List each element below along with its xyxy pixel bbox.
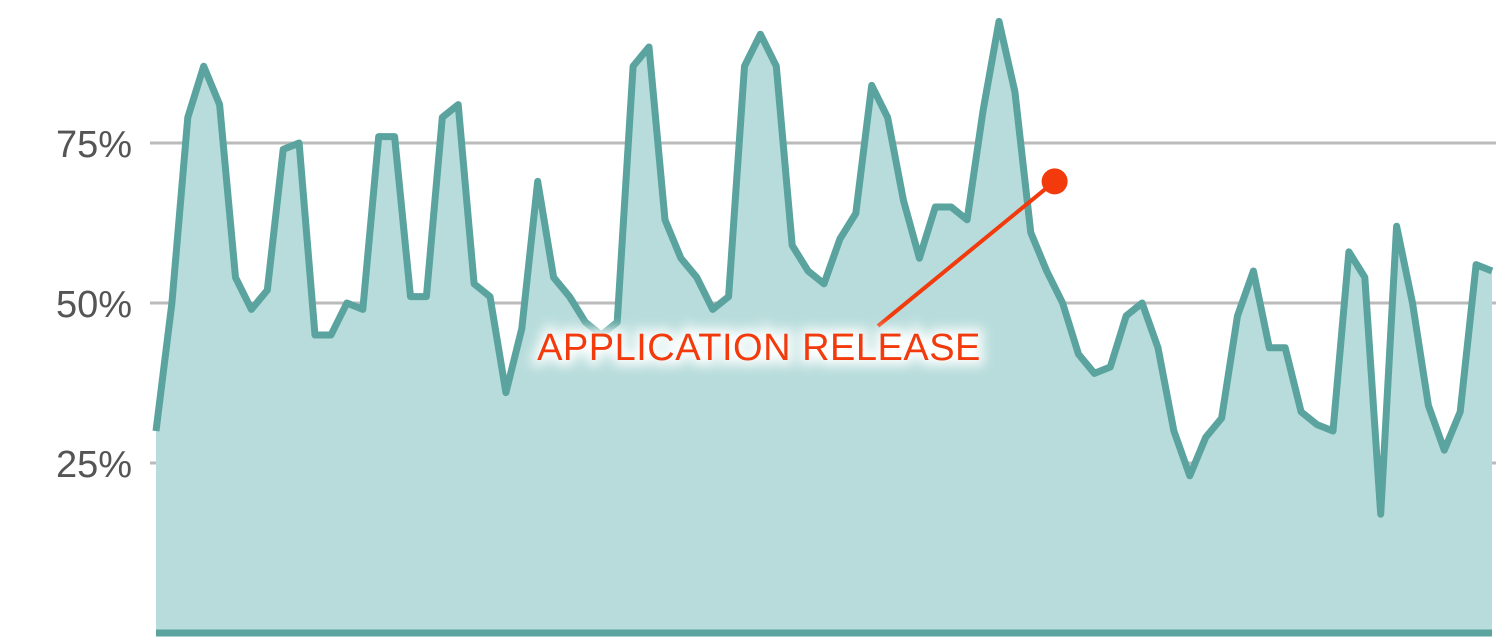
y-tick-label-25: 25%: [56, 444, 132, 486]
y-tick-label-50: 50%: [56, 284, 132, 326]
series-line: [152, 17, 1494, 518]
y-tick-label-75: 75%: [56, 124, 132, 166]
annotation-connector: [876, 179, 1056, 328]
annotation-label-glow: APPLICATION RELEASE: [537, 327, 981, 369]
y-axis-ticks: 25% 50% 75%: [56, 124, 132, 486]
annotation-label: APPLICATION RELEASE: [537, 327, 981, 369]
annotation-marker: [1041, 168, 1068, 195]
series-area-fill: [156, 21, 1492, 633]
